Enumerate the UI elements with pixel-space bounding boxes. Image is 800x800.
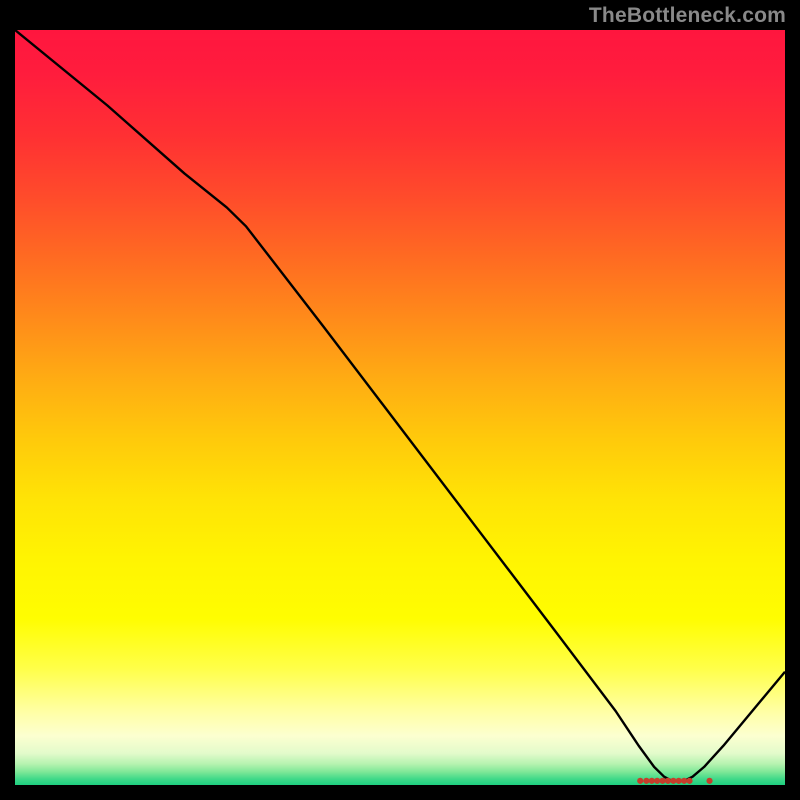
watermark-text: TheBottleneck.com — [589, 4, 786, 28]
marker-dot — [637, 778, 643, 784]
marker-dot — [643, 778, 649, 784]
marker-dot — [654, 778, 660, 784]
marker-dot — [676, 778, 682, 784]
chart-plot-area — [15, 30, 785, 785]
marker-dot — [649, 778, 655, 784]
chart-background — [15, 30, 785, 785]
marker-dot — [659, 778, 665, 784]
marker-dot — [706, 778, 712, 784]
marker-dot — [681, 778, 687, 784]
chart-svg — [15, 30, 785, 785]
marker-dot — [686, 778, 692, 784]
marker-dot — [665, 778, 671, 784]
marker-dot — [670, 778, 676, 784]
